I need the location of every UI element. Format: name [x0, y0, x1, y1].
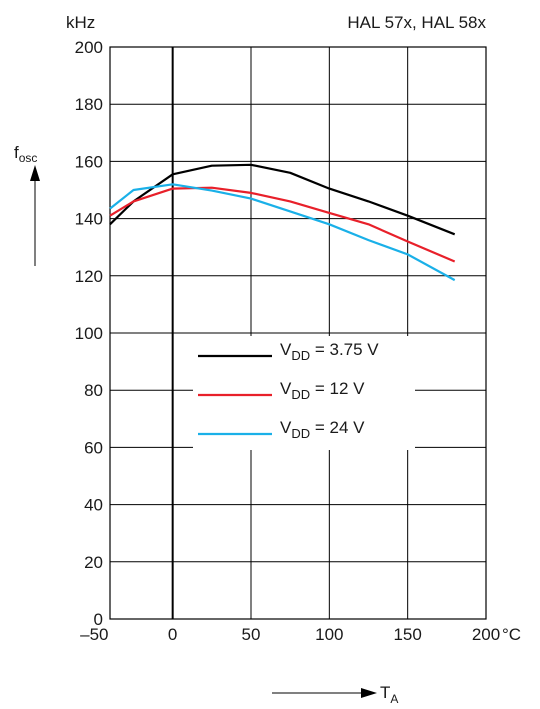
x-tick-label: 150	[393, 625, 421, 644]
x-axis-label-main: T	[380, 683, 390, 702]
x-tick-label: –50	[80, 625, 108, 644]
x-tick-label: 50	[242, 625, 261, 644]
x-axis-label-sub: A	[390, 692, 398, 706]
y-tick-label: 120	[75, 267, 103, 286]
svg-text:TA: TA	[380, 683, 398, 706]
series-line-2	[109, 183, 456, 282]
y-tick-label: 80	[84, 381, 103, 400]
chart-title: HAL 57x, HAL 58x	[347, 13, 486, 32]
x-axis-label: TA	[272, 683, 398, 706]
y-tick-label: 60	[84, 438, 103, 457]
y-tick-label: 40	[84, 496, 103, 515]
y-unit-label: kHz	[66, 13, 95, 32]
y-tick-label: 160	[75, 152, 103, 171]
y-axis-label: fosc	[14, 143, 40, 266]
legend-label-1: VDD = 12 V	[280, 379, 365, 402]
plot-frame	[109, 46, 487, 620]
y-tick-label: 20	[84, 553, 103, 572]
legend-label-2: VDD = 24 V	[280, 418, 365, 441]
y-tick-label: 140	[75, 210, 103, 229]
x-axis-arrowhead-icon	[361, 688, 377, 698]
y-tick-label: 180	[75, 95, 103, 114]
series-line-1	[109, 186, 456, 263]
series-lines	[109, 163, 456, 282]
y-axis-label-main: f	[14, 143, 19, 162]
axes	[109, 46, 487, 620]
y-tick-label: 100	[75, 324, 103, 343]
y-axis-label-sub: osc	[19, 151, 38, 165]
y-tick-label: 0	[94, 610, 103, 629]
x-tick-label: 100	[315, 625, 343, 644]
x-tick-label: 200	[472, 625, 500, 644]
y-tick-label: 200	[75, 38, 103, 57]
x-unit-label: °C	[502, 625, 521, 644]
svg-text:fosc: fosc	[14, 143, 37, 165]
legend-label-0: VDD = 3.75 V	[280, 340, 379, 363]
x-tick-label: 0	[168, 625, 177, 644]
y-axis-arrowhead-icon	[30, 165, 40, 181]
legend: VDD = 3.75 V VDD = 12 V VDD = 24 V	[193, 336, 415, 450]
